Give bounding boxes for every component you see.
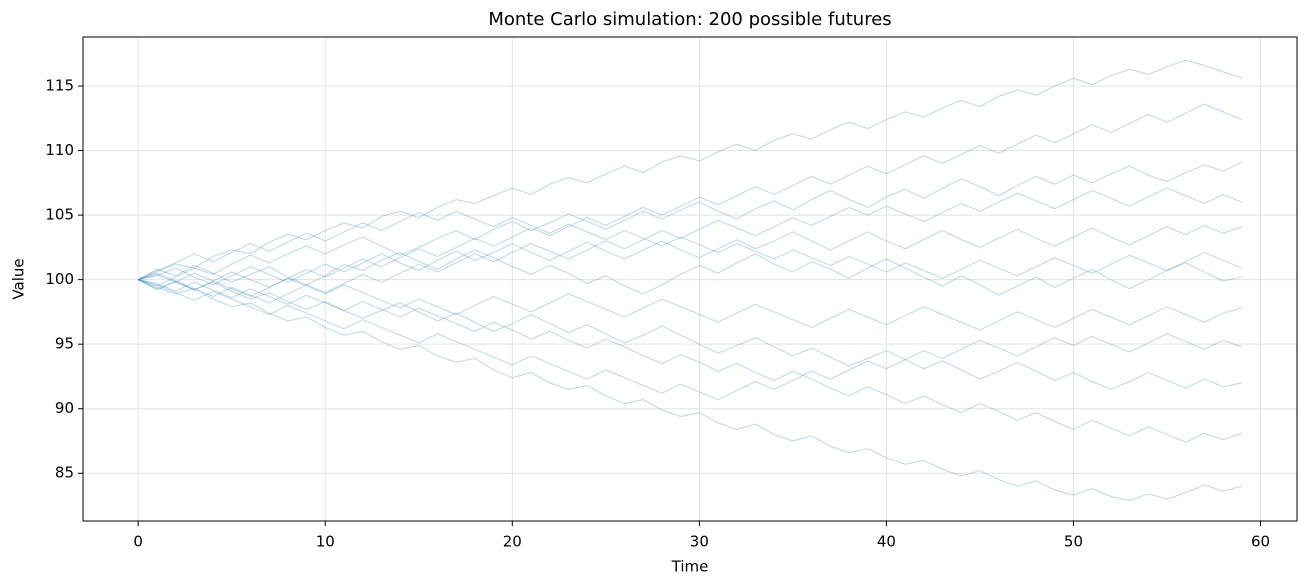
plot-frame xyxy=(82,36,1298,522)
x-tick-label: 50 xyxy=(1064,533,1083,551)
sim-path xyxy=(138,279,1242,401)
y-tick-label: 105 xyxy=(45,206,74,224)
sim-path xyxy=(137,272,1242,331)
x-axis-label: Time xyxy=(671,558,709,576)
y-tick-label: 115 xyxy=(45,77,74,95)
sim-path xyxy=(138,103,1243,291)
sim-path xyxy=(137,279,1242,501)
sim-path xyxy=(137,210,1243,281)
y-tick-label: 100 xyxy=(45,270,74,288)
y-axis-label: Value xyxy=(10,258,28,299)
sim-path xyxy=(137,187,1243,304)
sim-path xyxy=(138,279,1242,443)
y-tick-label: 85 xyxy=(55,464,74,482)
sim-path xyxy=(138,161,1243,287)
x-tick-label: 30 xyxy=(690,533,709,551)
x-tick-label: 20 xyxy=(503,533,522,551)
sim-path xyxy=(137,249,1242,296)
sim-path xyxy=(138,224,1242,286)
sim-path xyxy=(137,59,1242,281)
y-tick-label: 110 xyxy=(45,141,74,159)
y-tick-label: 90 xyxy=(55,399,74,417)
x-tick-label: 0 xyxy=(133,533,143,551)
x-tick-label: 40 xyxy=(877,533,896,551)
sim-path xyxy=(138,272,1242,390)
chart-title: Monte Carlo simulation: 200 possible fut… xyxy=(488,9,891,30)
x-tick-label: 60 xyxy=(1251,533,1270,551)
x-tick-label: 10 xyxy=(316,533,335,551)
y-tick-label: 95 xyxy=(55,335,74,353)
